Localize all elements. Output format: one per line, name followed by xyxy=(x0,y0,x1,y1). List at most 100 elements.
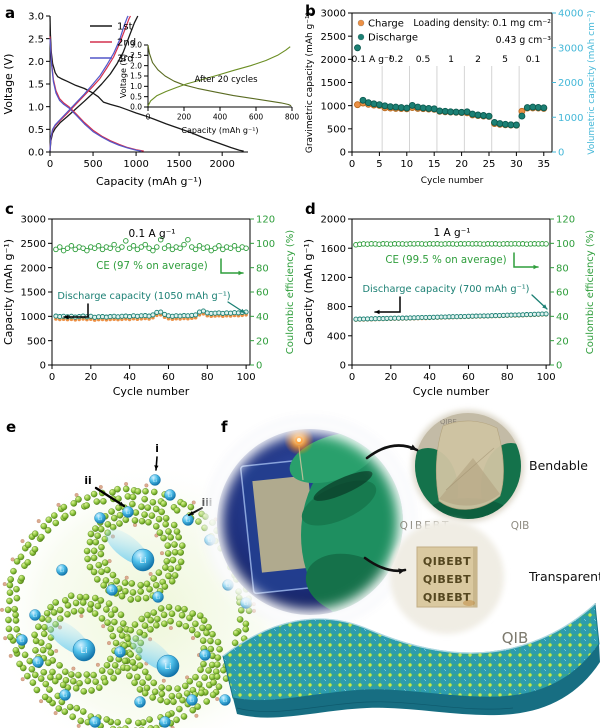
svg-text:Li: Li xyxy=(223,698,227,704)
svg-text:200: 200 xyxy=(177,113,192,122)
svg-text:0: 0 xyxy=(49,372,55,383)
svg-text:Li: Li xyxy=(163,720,167,726)
svg-text:2000: 2000 xyxy=(321,55,346,66)
svg-text:1000: 1000 xyxy=(321,101,346,112)
svg-text:Li: Li xyxy=(20,638,24,644)
svg-text:CE (97 % on average): CE (97 % on average) xyxy=(96,261,208,272)
svg-text:QIB: QIB xyxy=(511,520,530,532)
svg-text:Capacity (mAh g⁻¹): Capacity (mAh g⁻¹) xyxy=(2,239,15,345)
svg-text:400: 400 xyxy=(327,331,346,342)
svg-text:2000: 2000 xyxy=(21,263,46,274)
svg-text:2000: 2000 xyxy=(321,215,346,226)
svg-text:0.43 g cm⁻³: 0.43 g cm⁻³ xyxy=(496,35,552,46)
svg-text:1000: 1000 xyxy=(123,159,148,170)
svg-text:2nd: 2nd xyxy=(117,38,136,49)
svg-text:100: 100 xyxy=(556,239,575,250)
svg-text:2500: 2500 xyxy=(321,32,346,43)
svg-text:0.5: 0.5 xyxy=(28,125,44,136)
svg-text:0.1 A g⁻¹: 0.1 A g⁻¹ xyxy=(129,228,176,240)
svg-text:3000: 3000 xyxy=(321,9,346,20)
svg-text:QIB: QIB xyxy=(502,629,529,647)
svg-text:1200: 1200 xyxy=(321,273,346,284)
svg-text:1600: 1600 xyxy=(321,244,346,255)
svg-text:Bendable: Bendable xyxy=(529,458,588,473)
svg-text:1000: 1000 xyxy=(558,113,583,124)
svg-text:2.0: 2.0 xyxy=(130,61,142,70)
svg-text:After 20 cycles: After 20 cycles xyxy=(194,75,258,85)
svg-text:0.1: 0.1 xyxy=(526,54,541,65)
svg-text:0.0: 0.0 xyxy=(28,148,44,159)
svg-text:15: 15 xyxy=(428,159,441,170)
svg-text:1.5: 1.5 xyxy=(28,80,44,91)
svg-text:1500: 1500 xyxy=(166,159,191,170)
svg-text:1.5: 1.5 xyxy=(130,72,142,81)
panel-b-rate-capability-chart: 0 5 10 15 20 25 30 3505001000150020002500300001… xyxy=(305,9,597,186)
svg-text:0: 0 xyxy=(40,361,46,372)
svg-text:Charge: Charge xyxy=(368,19,404,30)
svg-text:600: 600 xyxy=(249,113,264,122)
svg-text:1000: 1000 xyxy=(21,312,46,323)
svg-text:QIBEBT: QIBEBT xyxy=(423,555,471,568)
svg-text:1.0: 1.0 xyxy=(28,102,44,113)
svg-text:0: 0 xyxy=(349,159,355,170)
svg-text:100: 100 xyxy=(237,372,256,383)
svg-text:800: 800 xyxy=(327,302,346,313)
svg-text:0: 0 xyxy=(556,361,562,372)
svg-text:Li: Li xyxy=(156,595,160,601)
svg-text:Li: Li xyxy=(165,662,172,671)
svg-text:100: 100 xyxy=(256,239,275,250)
svg-text:25: 25 xyxy=(483,159,496,170)
svg-text:0: 0 xyxy=(340,361,346,372)
svg-text:Cycle number: Cycle number xyxy=(413,385,490,398)
svg-text:Cycle number: Cycle number xyxy=(113,385,190,398)
svg-text:20: 20 xyxy=(455,159,468,170)
svg-text:40: 40 xyxy=(256,312,269,323)
svg-text:Li: Li xyxy=(33,613,37,619)
svg-text:500: 500 xyxy=(327,124,346,135)
svg-text:0.2: 0.2 xyxy=(389,54,404,65)
svg-text:Capacity (mAh g⁻¹): Capacity (mAh g⁻¹) xyxy=(96,175,202,188)
svg-text:1st: 1st xyxy=(117,22,133,33)
svg-text:20: 20 xyxy=(556,336,569,347)
svg-text:60: 60 xyxy=(462,372,475,383)
svg-text:Discharge: Discharge xyxy=(368,33,418,44)
svg-text:100: 100 xyxy=(537,372,556,383)
svg-text:Li: Li xyxy=(98,516,102,522)
svg-text:QIBE: QIBE xyxy=(440,418,457,426)
svg-text:10: 10 xyxy=(400,159,413,170)
svg-text:1.0: 1.0 xyxy=(130,82,142,91)
svg-text:20: 20 xyxy=(84,372,97,383)
svg-text:40: 40 xyxy=(123,372,136,383)
svg-text:40: 40 xyxy=(423,372,436,383)
svg-text:Li: Li xyxy=(138,700,142,706)
svg-text:80: 80 xyxy=(256,263,269,274)
svg-text:60: 60 xyxy=(162,372,175,383)
svg-text:80: 80 xyxy=(556,263,569,274)
svg-text:80: 80 xyxy=(501,372,514,383)
svg-text:Li: Li xyxy=(110,588,114,594)
svg-text:60: 60 xyxy=(556,288,569,299)
svg-text:CE (99.5 % on average): CE (99.5 % on average) xyxy=(385,255,506,266)
svg-text:3rd: 3rd xyxy=(117,54,134,65)
panel-d-cycling-chart: 0 20 40 60 80 1000400800120016002000020406080… xyxy=(302,215,596,398)
svg-text:Cycle number: Cycle number xyxy=(421,176,484,186)
panel-label-b: b xyxy=(305,2,316,20)
svg-text:Li: Li xyxy=(81,646,88,655)
svg-text:3000: 3000 xyxy=(21,215,46,226)
svg-text:120: 120 xyxy=(556,215,575,226)
panel-label-a: a xyxy=(5,4,16,22)
svg-text:0: 0 xyxy=(349,372,355,383)
svg-text:5: 5 xyxy=(376,159,382,170)
svg-text:0.1 A g⁻¹: 0.1 A g⁻¹ xyxy=(351,54,392,65)
svg-text:2: 2 xyxy=(475,54,481,65)
svg-text:ii: ii xyxy=(84,475,91,487)
svg-text:Gravimetric capacity (mAh g⁻¹): Gravimetric capacity (mAh g⁻¹) xyxy=(305,12,315,153)
svg-text:Volumetric capacity (mAh cm⁻³): Volumetric capacity (mAh cm⁻³) xyxy=(587,10,597,154)
svg-text:0.5: 0.5 xyxy=(130,92,142,101)
panel-c-cycling-chart: 0 20 40 60 80 1000500100015002000250030000204… xyxy=(2,215,296,398)
svg-text:1500: 1500 xyxy=(321,78,346,89)
svg-text:0: 0 xyxy=(146,113,151,122)
svg-text:1 A g⁻¹: 1 A g⁻¹ xyxy=(434,227,471,239)
svg-text:30: 30 xyxy=(510,159,523,170)
svg-text:QIBEBT: QIBEBT xyxy=(423,573,471,586)
